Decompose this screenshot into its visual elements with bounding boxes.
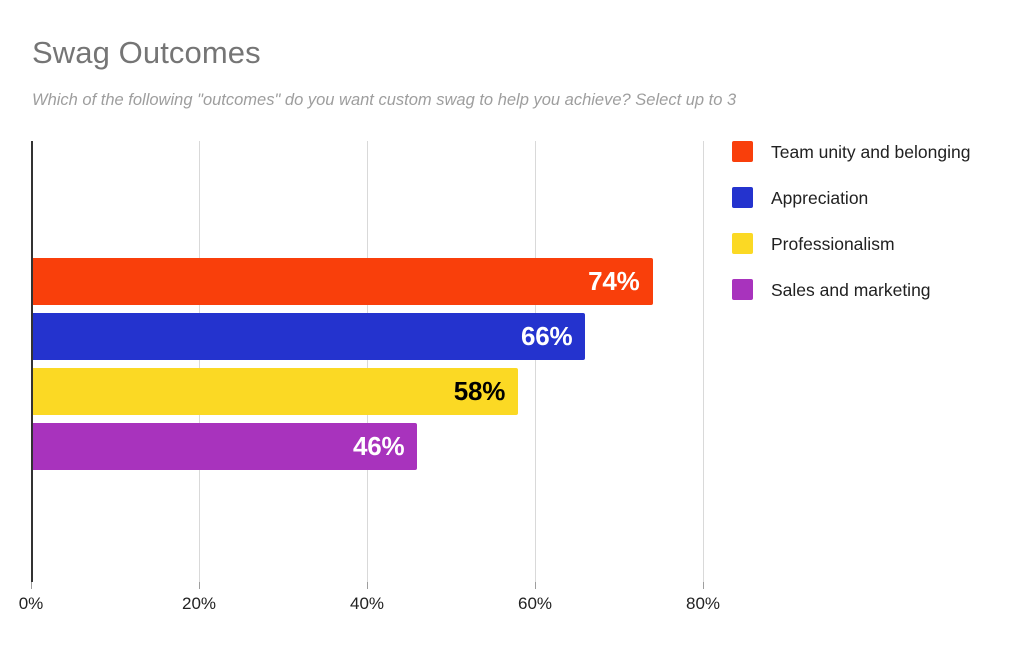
x-tick-label: 80% [685,594,721,613]
bar-row[interactable]: 58% [31,368,519,415]
x-tick-mark [199,582,200,589]
legend-swatch-icon [732,141,753,162]
legend-swatch-icon [732,279,753,300]
bar-value-label: 58% [453,376,506,406]
bar-value-label: 66% [520,321,573,351]
bar[interactable]: 66% [31,313,586,360]
x-tick-label: 60% [517,594,553,613]
chart-subtitle: Which of the following "outcomes" do you… [32,91,737,109]
bar-value-label: 46% [352,431,405,461]
legend-label: Professionalism [771,234,895,254]
bar-value-label: 74% [588,266,640,296]
bar-row[interactable]: 46% [31,423,418,470]
legend-item[interactable]: Professionalism [732,231,1012,257]
legend-label: Appreciation [771,188,869,208]
x-tick-label: 0% [18,594,44,613]
x-tick-mark [703,582,704,589]
legend-label: Team unity and belonging [771,142,971,162]
chart-title: Swag Outcomes [32,35,261,70]
bar[interactable]: 46% [31,423,418,470]
bar[interactable]: 74% [31,258,653,305]
x-tick-label: 40% [349,594,385,613]
bar-series: 74% 66% 58% 46% [31,141,703,582]
gridline-80% [703,141,704,582]
bar-row[interactable]: 74% [31,258,653,305]
legend-swatch-icon [732,233,753,254]
x-axis: 0% 20% 40% 60% 80% [19,582,720,622]
legend-item[interactable]: Team unity and belonging [732,139,1012,165]
legend-item[interactable]: Appreciation [732,185,1012,211]
chart-legend: Team unity and belonging Appreciation Prof… [732,139,1012,323]
legend-item[interactable]: Sales and marketing [732,277,1012,303]
bar[interactable]: 58% [31,368,519,415]
legend-swatch-icon [732,187,753,208]
legend-label: Sales and marketing [771,280,931,300]
x-tick-label: 20% [181,594,217,613]
x-tick-mark [535,582,536,589]
x-tick-mark [367,582,368,589]
bar-row[interactable]: 66% [31,313,586,360]
y-axis-line [31,141,33,582]
x-tick-mark [31,582,32,589]
plot-area: 74% 66% 58% 46% [31,141,704,582]
